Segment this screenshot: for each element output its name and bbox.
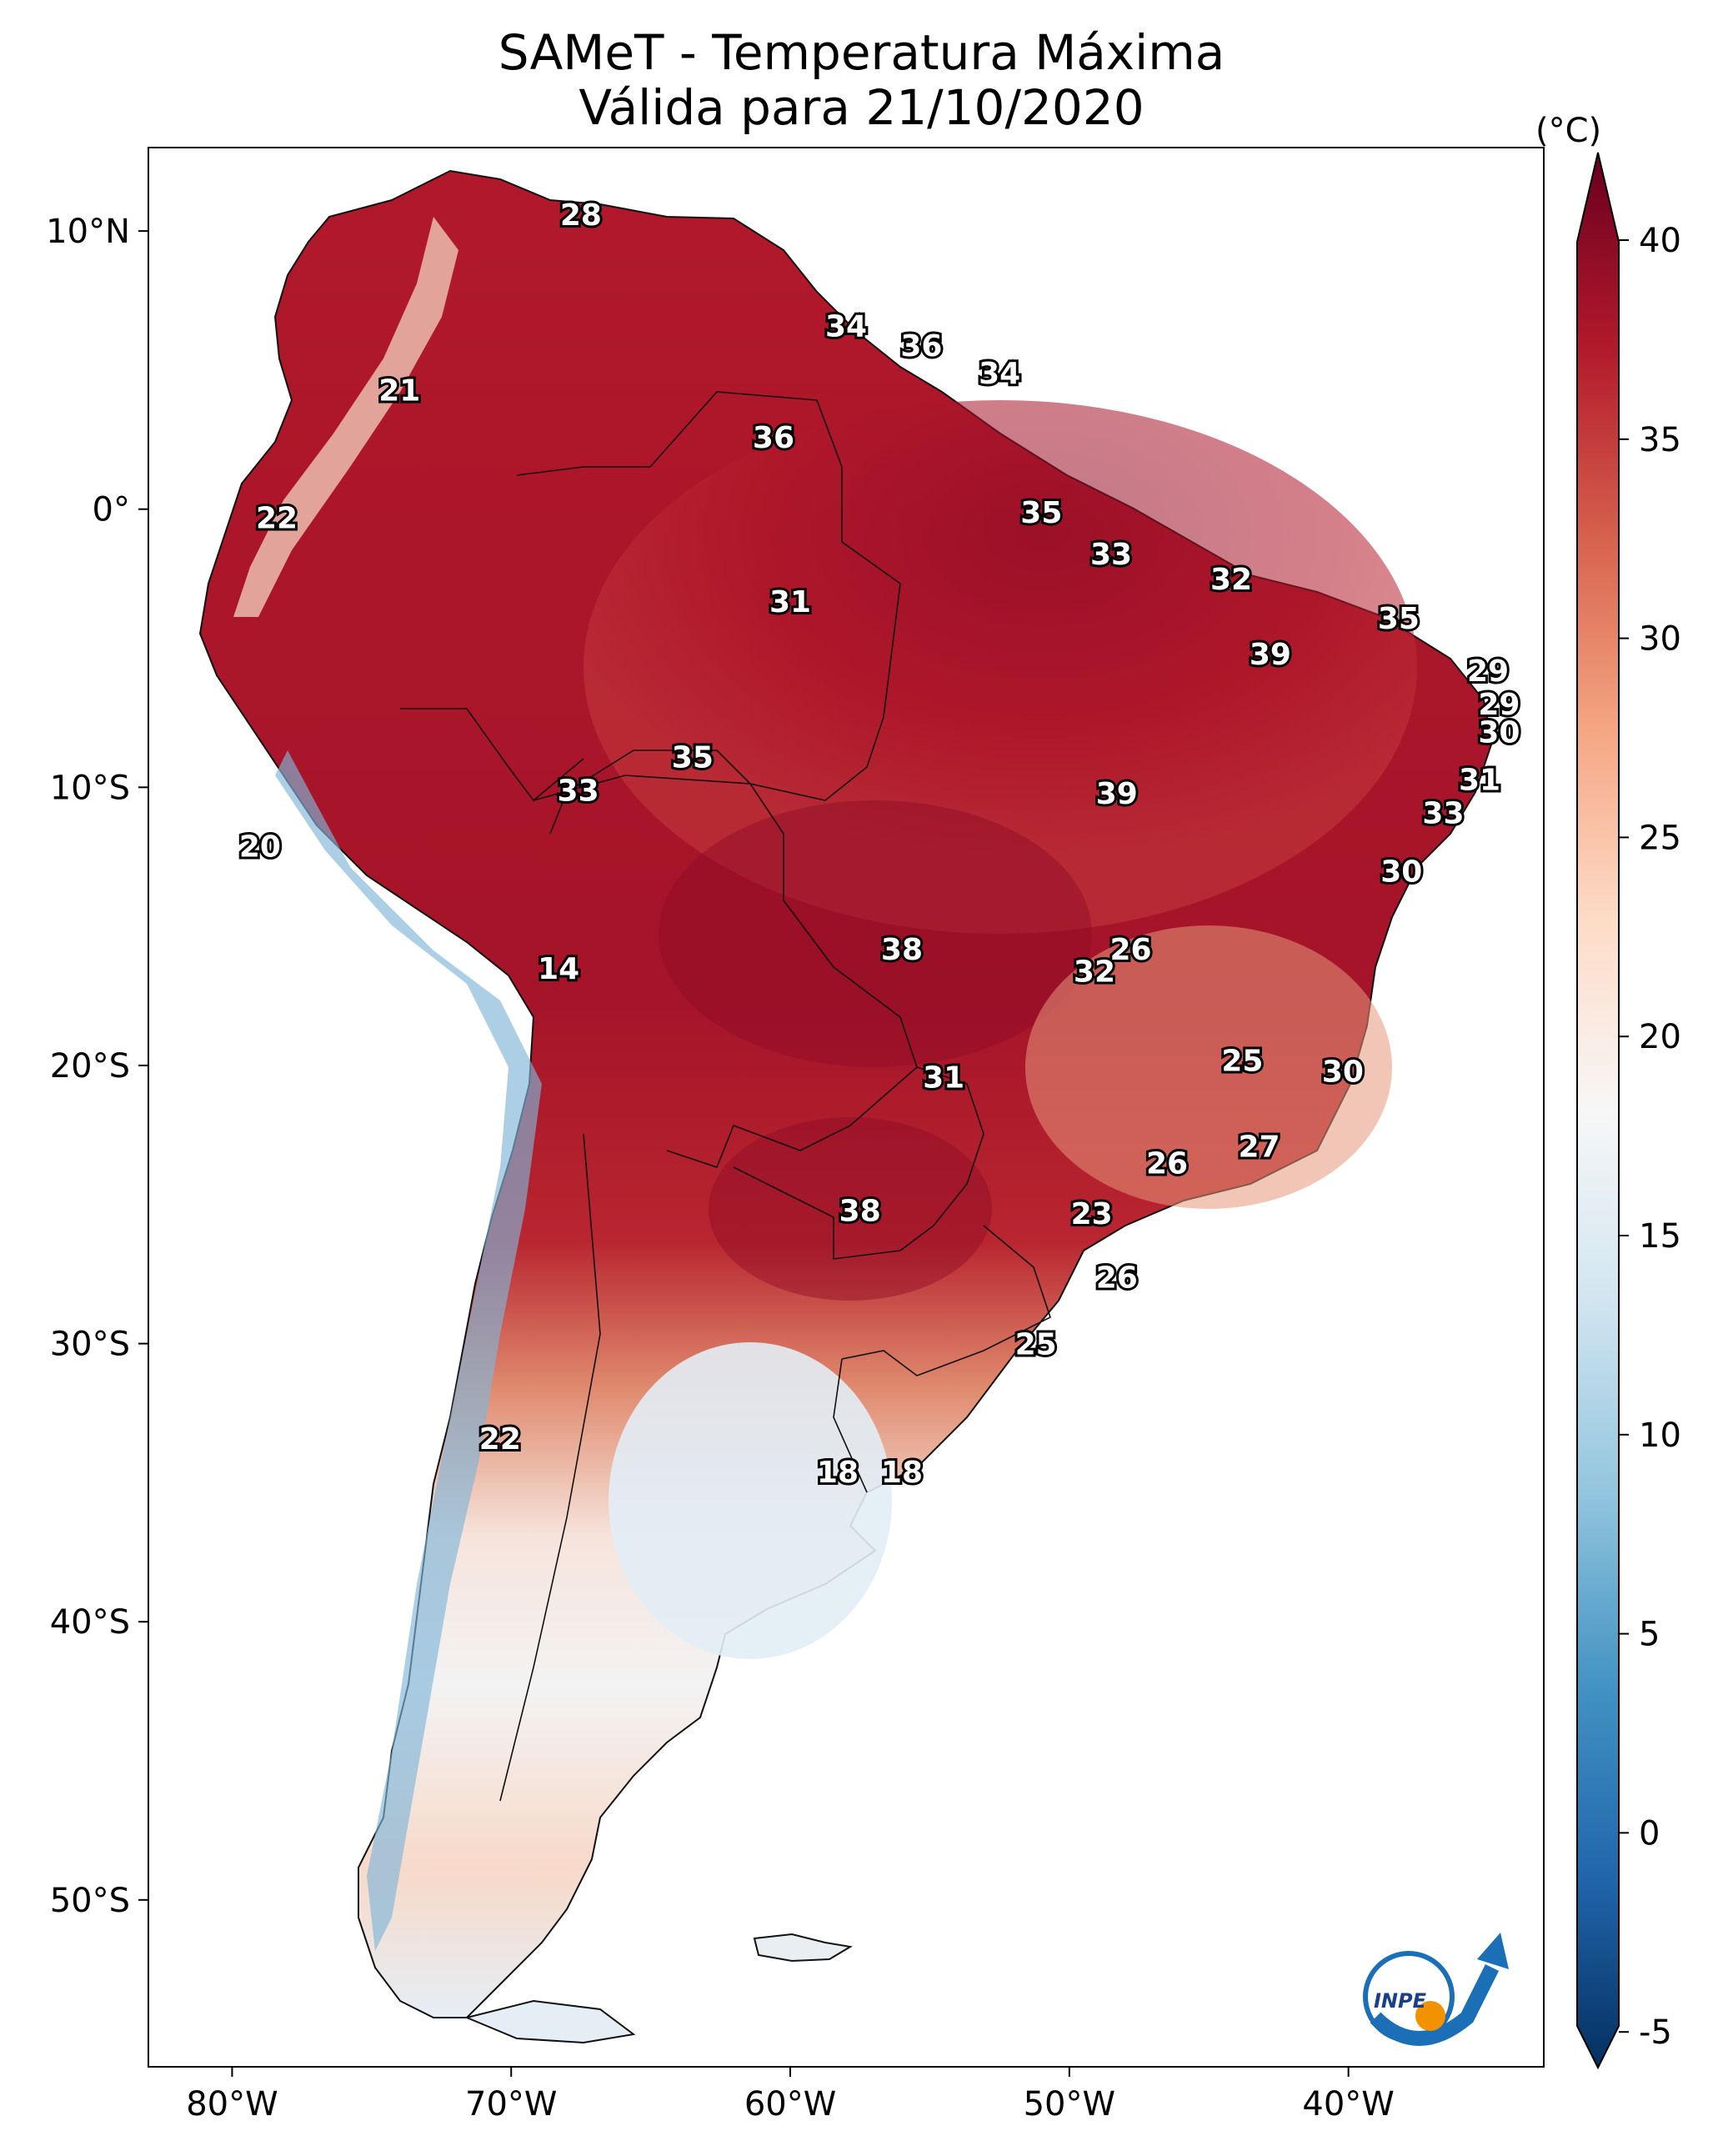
temperature-label: 14 [538,952,579,986]
temperature-label: 22 [479,1422,521,1457]
x-tick-label: 50°W [1024,2085,1115,2123]
colorbar-ticks: 40 35 30 25 20 15 10 5 0 -5 [1619,222,1681,2052]
temperature-label: 25 [1221,1044,1263,1078]
temperature-label: 35 [1020,496,1062,530]
temperature-label: 31 [1459,763,1500,797]
temperature-label: 39 [1250,638,1291,672]
temperature-label: 33 [1090,538,1132,572]
colorbar-tick-label: 5 [1639,1616,1660,1654]
temperature-label: 35 [672,741,714,775]
colorbar-tick-label: 35 [1639,421,1681,459]
temperature-label: 38 [839,1194,881,1228]
andes-cold [275,750,542,1951]
colorbar-tick-label: 0 [1639,1814,1660,1853]
temperature-label: 35 [1378,602,1420,636]
temperature-label: 36 [900,329,942,364]
x-tick-label: 60°W [744,2085,836,2123]
temperature-label: 29 [1467,654,1509,689]
colorbar-tick-label: -5 [1639,2013,1672,2052]
falkland-islands [753,1933,853,1963]
temperature-label: 31 [923,1060,964,1095]
temperature-label: 27 [1238,1131,1280,1165]
colorbar-tick-label: 20 [1639,1018,1681,1056]
y-tick-label: 10°S [50,769,130,807]
temperature-label: 36 [753,421,794,455]
temperature-label: 30 [1478,716,1520,750]
colorbar-body [1576,152,1620,2070]
temperature-label: 26 [1096,1261,1138,1296]
y-tick-label: 40°S [50,1603,130,1642]
y-tick-label: 30°S [50,1326,130,1364]
temperature-label: 38 [881,933,923,967]
temperature-label: 39 [1096,777,1138,811]
y-tick-label: 0° [93,491,130,529]
temperature-label: 21 [378,374,420,408]
temperature-label: 28 [560,198,602,233]
x-tick-label: 40°W [1302,2085,1394,2123]
temperature-label: 20 [239,830,281,864]
temperature-label: 18 [817,1456,859,1490]
tierra-del-fuego [463,1999,636,2044]
temperature-label: 29 [1478,688,1520,722]
temperature-label: 22 [256,502,298,536]
andes-north-mild [233,217,458,617]
colorbar-tick-label: 10 [1639,1416,1681,1455]
temperature-label: 30 [1380,855,1422,889]
y-tick-label: 10°N [46,213,130,251]
colorbar-tick-label: 40 [1639,222,1681,260]
temperature-label: 32 [1074,955,1115,990]
temperature-label: 32 [1210,563,1252,597]
colorbar: 40 35 30 25 20 15 10 5 0 -5 (°C) [1535,112,1681,2070]
colorbar-unit-label: (°C) [1535,112,1601,150]
colorbar-tick-label: 30 [1639,620,1681,659]
x-tick-label: 70°W [465,2085,557,2123]
temperature-label: 25 [1015,1328,1057,1362]
inpe-logo: INPE [1363,1933,1509,2046]
country-borders [400,391,1051,1802]
temperature-label: 18 [881,1456,923,1490]
y-axis: 10°N 0° 10°S 20°S 30°S 40°S 50°S [46,213,148,1920]
colorbar-tick-label: 25 [1639,819,1681,857]
map-frame [148,147,1545,2068]
hot-core-north [584,400,1417,934]
map-title-line2: Válida para 21/10/2020 [579,79,1144,136]
hot-core-center [659,800,1092,1067]
y-tick-label: 20°S [50,1047,130,1086]
y-tick-label: 50°S [50,1882,130,1920]
temperature-label: 33 [558,775,599,809]
pampas-cool [609,1342,892,1659]
inpe-logo-text: INPE [1374,1989,1427,2013]
mild-southeast [1025,925,1392,1209]
temperature-label: 30 [1322,1055,1364,1090]
temperature-label: 26 [1109,933,1151,967]
temperature-label: 33 [1422,796,1464,830]
x-axis: 80°W 70°W 60°W 50°W 40°W [186,2067,1395,2123]
temperature-label: 34 [979,357,1020,391]
continent [198,169,1494,2044]
colorbar-tick-label: 15 [1639,1217,1681,1256]
temperature-label: 26 [1146,1147,1188,1181]
temperature-label: 31 [769,585,811,619]
temperature-label: 23 [1071,1197,1113,1231]
x-tick-label: 80°W [186,2085,278,2123]
map-title-line1: SAMeT - Temperatura Máxima [498,24,1225,81]
hot-core-paraguay [709,1117,992,1301]
temperature-label: 34 [825,310,867,344]
